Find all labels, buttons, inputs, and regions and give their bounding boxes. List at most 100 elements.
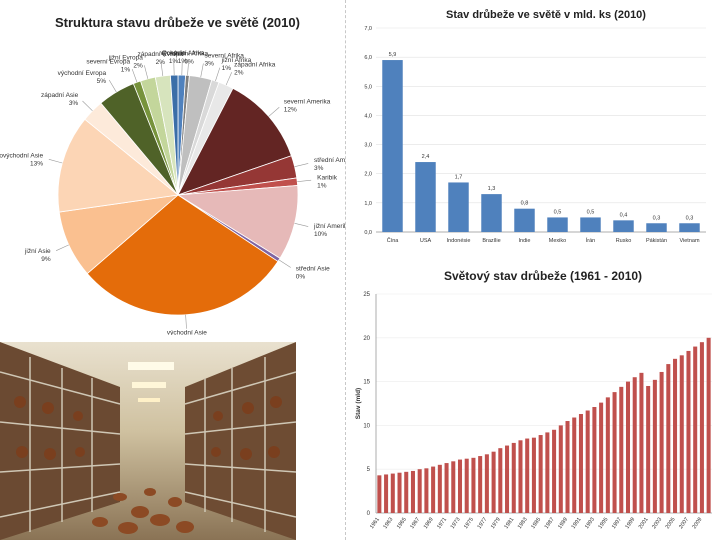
trend-bar [457,459,463,513]
trend-xtick-label: 1973 [450,517,462,530]
trend-bar [612,392,617,513]
pie-slice-percent: 2% [234,70,244,77]
country-bar-value-label: 5,9 [389,52,397,58]
pie-leader-line [131,68,138,83]
trend-bar [424,468,429,513]
bar-ytick-label: 3,0 [364,143,372,149]
pie-leader-line [185,314,187,329]
trend-bar [619,386,624,513]
pie-leader-line [200,63,204,78]
trend-bar [545,432,550,513]
country-bar-category-label: Indie [519,238,531,244]
trend-bar [632,377,637,513]
trend-xtick-label: 1989 [557,517,569,530]
trend-ytick-label: 15 [363,380,370,386]
pie-leader-line [48,159,63,164]
trend-bar [464,458,469,513]
pie-slice-percent: 1% [178,58,188,65]
pie-slice-label: západní Asie [41,92,79,99]
trend-bar [558,425,563,513]
trend-xtick-label: 1975 [463,517,475,530]
country-bar-chart-panel: Stav drůbeže ve světě v mld. ks (2010) 0,… [345,0,720,260]
trend-bar [511,442,516,513]
country-bar-value-label: 0,8 [521,201,529,207]
pie-slice-percent: 10% [314,231,327,238]
pie-slice [57,118,179,213]
country-bar-category-label: Mexiko [549,238,566,244]
country-bar-value-label: 2,4 [422,154,430,160]
country-bar-category-label: Čína [387,237,400,244]
trend-bar [444,463,449,513]
pie-slice-label: jižní Afrika [221,57,252,64]
pie-leader-line [108,79,117,93]
pie-slice-label: jižní Asie [24,248,51,255]
trend-bar-chart: Světový stav drůbeže (1961 - 2010) 0 5 10 15… [355,269,712,530]
bar-ytick-label: 1,0 [364,201,372,207]
pie-title: Struktura stavu drůbeže ve světě (2010) [55,15,300,30]
trend-bar [592,407,597,513]
pie-slice-label: střední Asie [296,266,330,273]
pie-leader-line [187,61,189,76]
pie-leader-line [294,163,309,168]
pie-slice-percent: 13% [30,161,43,168]
trend-xtick-label: 1983 [517,517,529,530]
pie-slice [176,185,299,259]
pie-leader-line [144,65,149,79]
country-bar-category-label: Rusko [616,238,632,244]
pie-slice-percent: 12% [284,106,297,113]
pie-slice-label: Oceánie [161,50,186,57]
bar-ytick-label: 6,0 [364,55,372,61]
trend-title: Světový stav drůbeže (1961 - 2010) [444,269,642,283]
trend-bar [599,402,604,513]
bar-ytick-label: 5,0 [364,84,372,90]
country-bar [481,194,502,232]
trend-bar [451,461,456,513]
trend-xtick-label: 1965 [396,517,408,530]
trend-bar [625,381,631,513]
pie-slice-label: východní Afrika [160,50,204,57]
trend-xtick-label: 2001 [638,517,650,530]
trend-ytick-label: 20 [363,336,370,342]
country-bar [679,223,700,232]
trend-bar [390,473,395,513]
pie-slice [177,87,292,196]
trend-bar [572,417,577,513]
trend-bar [659,371,664,513]
trend-bar [578,414,583,513]
trend-bar [437,464,442,513]
pie-slice-percent: 1% [121,66,131,73]
country-bar [547,217,568,232]
trend-bar [706,337,711,513]
country-bar-category-label: Indonésie [447,238,471,244]
country-bar-value-label: 1,7 [455,174,463,180]
pie-slice-label: západní Afrika [234,62,276,69]
pie-slice-label: jižní Evropa [108,54,143,61]
trend-xtick-label: 1979 [490,517,502,530]
bar-ytick-label: 2,0 [364,172,372,178]
pie-slice-label: severní Amerika [284,98,331,105]
pie-slice-percent: 1% [222,65,232,72]
trend-bar [639,372,644,513]
pie-slice-label: severní Afrika [204,53,244,60]
trend-bar [565,421,570,513]
pie-slice-percent: 3% [314,165,324,172]
pie-slice-percent: 0% [296,274,306,281]
trend-bar [525,438,530,513]
pie-slice-label: západní Evropa [138,51,184,58]
pie-slice [86,194,279,316]
country-bar-category-label: Pákistán [646,238,667,244]
country-bar-chart: Stav drůbeže ve světě v mld. ks (2010) 0,… [364,9,706,244]
trend-bar [699,342,704,513]
pie-leader-line [55,244,69,251]
trend-bar [585,410,590,513]
pie-slice-percent: 5% [97,78,107,85]
trend-bar [686,350,691,513]
poultry-farm-image [0,342,296,540]
country-bar-value-label: 0,5 [587,209,595,215]
trend-xtick-label: 1963 [382,517,394,530]
pie-leader-line [82,100,93,112]
country-bar-value-label: 0,5 [554,209,562,215]
trend-bar [384,474,389,513]
trend-bar [538,435,543,513]
trend-bar [498,448,503,513]
